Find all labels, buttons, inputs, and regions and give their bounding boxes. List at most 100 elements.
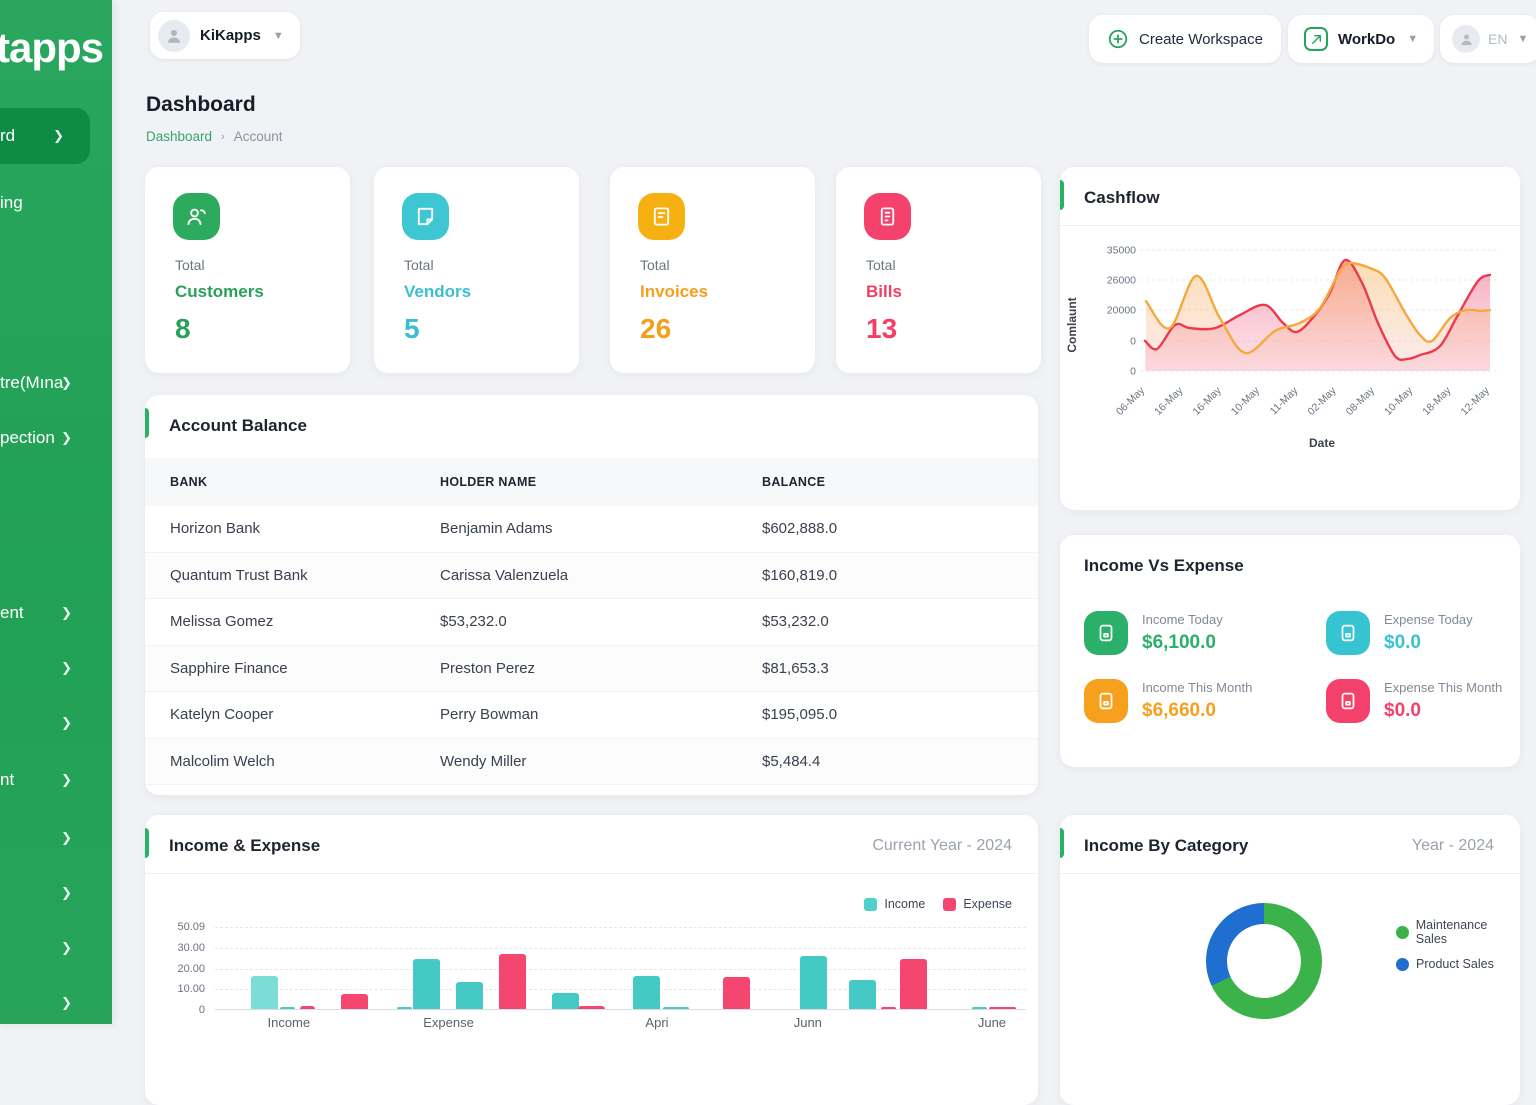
sidebar-item-tremna[interactable]: tre(Mına ❯	[0, 366, 90, 400]
income-expense-stat: Expense This Month $0.0	[1326, 679, 1502, 723]
expense-bar	[880, 1007, 896, 1009]
svg-text:12-May: 12-May	[1459, 384, 1493, 418]
svg-text:10-May: 10-May	[1229, 384, 1263, 418]
stat-prefix: Total	[640, 257, 670, 273]
income-by-category-title: Income By Category	[1084, 836, 1249, 855]
workdo-menu-button[interactable]: WorkDo ▼	[1288, 15, 1435, 63]
chevron-right-icon: ❯	[53, 128, 64, 143]
expense-bar	[578, 1006, 606, 1009]
sidebar-item-rd[interactable]: rd ❯	[0, 108, 90, 164]
total-invoices-card: Total Invoices 26	[610, 167, 815, 373]
panel-accent-bar	[145, 408, 149, 438]
stat-label: Expense Today	[1384, 612, 1473, 627]
stat-value: 8	[175, 313, 191, 344]
table-row: Katelyn Cooper Perry Bowman $195,095.0	[145, 692, 1038, 739]
wallet-icon	[1326, 679, 1370, 723]
sidebar-item-ent[interactable]: ent ❯	[0, 596, 90, 630]
app-logo: tapps	[0, 24, 104, 71]
chevron-right-icon: ❯	[61, 660, 72, 675]
table-cell: $160,819.0	[762, 566, 838, 584]
income-bar	[551, 992, 579, 1009]
account-balance-panel: Account Balance BANK HOLDER NAME BALANCE H…	[145, 395, 1038, 795]
svg-text:08-May: 08-May	[1344, 384, 1378, 418]
sidebar-item-ing[interactable]: ing	[0, 186, 90, 220]
income-bar	[396, 1007, 412, 1009]
chevron-right-icon: ❯	[61, 940, 72, 955]
chevron-right-icon: ❯	[61, 715, 72, 730]
income-expense-stat: Expense Today $0.0	[1326, 611, 1473, 655]
svg-text:02-May: 02-May	[1305, 384, 1339, 418]
total-bills-card: Total Bills 13	[836, 167, 1041, 373]
language-code: EN	[1488, 31, 1508, 47]
svg-text:20000: 20000	[1107, 305, 1136, 317]
expense-bar	[340, 993, 368, 1009]
sidebar-item-pection[interactable]: pection ❯	[0, 421, 90, 455]
income-expense-title: Income & Expense	[169, 836, 321, 855]
chevron-right-icon: ❯	[61, 772, 72, 787]
table-cell: $81,653.3	[762, 659, 829, 677]
income-bar	[455, 981, 483, 1009]
total-vendors-card: Total Vendors 5	[374, 167, 579, 373]
cashflow-panel: Cashflow 35000 26000 20000 0 0 06-May 16-May 1…	[1060, 167, 1520, 510]
total-customers-card: Total Customers 8	[145, 167, 350, 373]
workspace-name: KiKapps	[200, 27, 261, 44]
stat-value: $6,100.0	[1142, 632, 1216, 653]
stat-label: Expense This Month	[1384, 680, 1503, 695]
svg-text:0: 0	[1130, 366, 1136, 378]
sidebar-item-label: tre(Mına	[0, 373, 64, 392]
table-row: Sapphire Finance Preston Perez $81,653.3	[145, 645, 1038, 692]
chevron-right-icon: ❯	[61, 885, 72, 900]
sidebar-item[interactable]: ❯	[0, 651, 90, 685]
income-vs-expense-panel: Income Vs Expense Income Today $6,100.0 …	[1060, 535, 1520, 767]
table-cell: Melissa Gomez	[170, 613, 274, 631]
sidebar-item-label: ing	[0, 193, 23, 212]
workspace-selector[interactable]: KiKapps ▼	[150, 12, 300, 59]
invoice-icon	[638, 193, 685, 240]
svg-text:10-May: 10-May	[1382, 384, 1416, 418]
svg-text:26000: 26000	[1107, 275, 1136, 287]
sidebar-item[interactable]: ❯	[0, 931, 90, 965]
column-header: BANK	[170, 475, 208, 489]
stat-value: 26	[640, 313, 672, 344]
users-icon	[173, 193, 220, 240]
sidebar-item[interactable]: ❯	[0, 986, 90, 1020]
send-icon	[1304, 27, 1328, 51]
legend-dot-icon	[1396, 957, 1409, 971]
sidebar-item[interactable]: ❯	[0, 821, 90, 855]
sidebar-item[interactable]: ❯	[0, 876, 90, 910]
plus-circle-icon	[1107, 28, 1129, 50]
create-workspace-button[interactable]: Create Workspace	[1089, 15, 1281, 63]
page-title: Dashboard	[146, 93, 256, 116]
table-cell: $5,484.4	[762, 752, 821, 770]
panel-accent-bar	[1060, 180, 1064, 210]
income-expense-stat: Income This Month $6,660.0	[1084, 679, 1252, 723]
sidebar-item[interactable]: ❯	[0, 706, 90, 740]
language-selector[interactable]: EN ▼	[1440, 15, 1536, 63]
sidebar-item-nt[interactable]: nt ❯	[0, 763, 90, 797]
stat-prefix: Total	[866, 257, 896, 273]
income-expense-stat: Income Today $6,100.0	[1084, 611, 1223, 655]
donut-legend: Maintenance Sales Product Sales	[1396, 918, 1520, 971]
divider	[1060, 873, 1520, 874]
bill-icon	[864, 193, 911, 240]
chevron-down-icon: ▼	[1407, 33, 1419, 45]
breadcrumb-dashboard-link[interactable]: Dashboard	[146, 129, 213, 144]
svg-text:11-May: 11-May	[1268, 384, 1301, 417]
legend-item: Maintenance Sales	[1396, 918, 1520, 946]
table-cell: $195,095.0	[762, 706, 838, 724]
legend-item: Expense	[943, 897, 1012, 911]
legend-item: Income	[864, 897, 925, 911]
chevron-right-icon: ❯	[61, 995, 72, 1010]
stat-label: Income This Month	[1142, 680, 1253, 695]
table-row: Malcolim Welch Wendy Miller $5,484.4	[145, 738, 1038, 785]
wallet-icon	[1084, 679, 1128, 723]
y-axis-tick: 0	[198, 1004, 205, 1017]
income-bar	[849, 979, 877, 1009]
x-axis-label: Junn	[793, 1015, 822, 1030]
wallet-icon	[1326, 611, 1370, 655]
legend-swatch	[864, 897, 878, 911]
svg-text:0: 0	[1130, 336, 1136, 348]
stat-value: $6,660.0	[1142, 700, 1216, 721]
breadcrumb: Dashboard › Account	[146, 129, 283, 144]
table-cell: Benjamin Adams	[440, 520, 553, 538]
